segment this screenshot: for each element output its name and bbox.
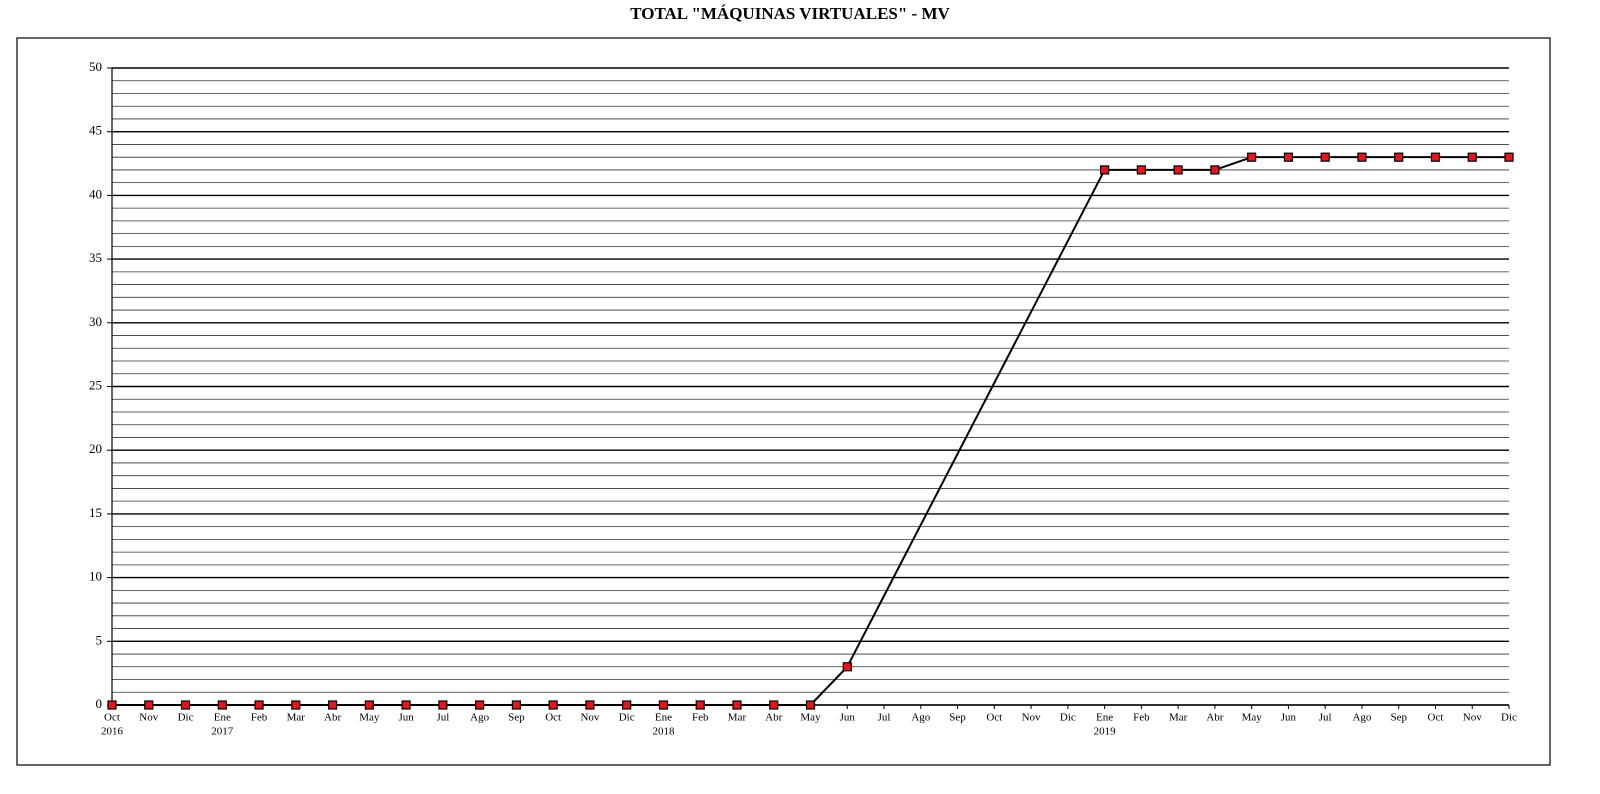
x-tick-label: Sep [949, 712, 966, 724]
x-tick-label: Jun [1281, 712, 1297, 724]
y-tick-label: 35 [89, 250, 102, 265]
x-tick-label: Abr [1206, 712, 1223, 724]
x-tick-label: Ago [470, 712, 489, 724]
y-tick-label: 30 [89, 314, 102, 329]
x-tick-label: Jun [840, 712, 856, 724]
x-tick-label: Jul [1319, 712, 1332, 724]
y-tick-label: 50 [89, 59, 102, 74]
x-tick-label: Dic [1501, 712, 1517, 724]
x-tick-label: Feb [1133, 712, 1150, 724]
x-tick-label: Ago [911, 712, 930, 724]
series-line [809, 666, 848, 706]
y-tick-label: 5 [96, 632, 103, 647]
y-tick-label: 20 [89, 441, 102, 456]
marker [364, 700, 374, 710]
marker [107, 700, 117, 710]
x-tick-label: Nov [139, 712, 158, 724]
marker [842, 662, 852, 672]
x-tick-label: May [1242, 712, 1263, 724]
series-line [846, 169, 1106, 668]
x-tick-label: May [800, 712, 821, 724]
marker [622, 700, 632, 710]
x-tick-label: Feb [251, 712, 268, 724]
marker [1504, 152, 1514, 162]
y-tick-label: 10 [89, 569, 102, 584]
x-tick-label: Jul [878, 712, 891, 724]
x-tick-label: Oct [545, 712, 561, 724]
marker [401, 700, 411, 710]
x-tick-label: Oct [1428, 712, 1444, 724]
chart-frame [16, 37, 1551, 766]
y-tick-label: 40 [89, 186, 102, 201]
x-tick-label: Dic [1060, 712, 1076, 724]
marker [1100, 165, 1110, 175]
marker [144, 700, 154, 710]
y-tick-label: 25 [89, 377, 102, 392]
marker [511, 700, 521, 710]
chart-title: TOTAL "MÁQUINAS VIRTUALES" - MV [630, 4, 950, 23]
marker [475, 700, 485, 710]
marker [585, 700, 595, 710]
x-tick-label: Jun [398, 712, 414, 724]
marker [548, 700, 558, 710]
x-tick-label: Mar [1169, 712, 1188, 724]
marker [1283, 152, 1294, 162]
marker [1430, 152, 1441, 162]
marker [1173, 165, 1183, 175]
y-tick-label: 0 [96, 696, 103, 711]
marker [1394, 152, 1404, 162]
x-tick-label: Nov [580, 712, 599, 724]
x-tick-label: Sep [1390, 712, 1407, 724]
x-tick-label: Ene [655, 712, 672, 724]
y-tick-label: 45 [89, 123, 102, 138]
marker [1136, 165, 1146, 175]
marker [1247, 152, 1257, 162]
x-tick-label: Oct [986, 712, 1002, 724]
x-tick-label: Abr [765, 712, 782, 724]
marker [217, 700, 227, 710]
x-tick-label: Feb [692, 712, 709, 724]
marker [180, 700, 191, 710]
marker [805, 700, 816, 710]
marker [438, 700, 448, 710]
x-year-label: 2019 [1094, 726, 1117, 738]
x-tick-label: Jul [436, 712, 449, 724]
marker [1357, 152, 1367, 162]
x-tick-label: Dic [619, 712, 635, 724]
marker [769, 700, 779, 710]
marker [327, 700, 338, 710]
x-tick-label: Ago [1352, 712, 1371, 724]
marker [254, 700, 264, 710]
x-tick-label: Mar [728, 712, 747, 724]
series-line [1214, 156, 1252, 171]
marker [732, 700, 742, 710]
x-year-label: 2018 [652, 726, 675, 738]
marker [1210, 165, 1220, 175]
marker [658, 700, 669, 710]
x-tick-label: Abr [324, 712, 341, 724]
x-tick-label: Ene [1096, 712, 1113, 724]
marker [1467, 152, 1477, 162]
x-tick-label: May [359, 712, 380, 724]
marker [695, 700, 705, 710]
x-tick-label: Nov [1463, 712, 1482, 724]
x-tick-label: Nov [1022, 712, 1041, 724]
x-tick-label: Ene [214, 712, 231, 724]
marker [291, 700, 301, 710]
x-year-label: 2017 [211, 726, 234, 738]
x-tick-label: Sep [508, 712, 525, 724]
marker [1320, 152, 1330, 162]
x-tick-label: Mar [287, 712, 306, 724]
x-tick-label: Oct [104, 712, 120, 724]
y-tick-label: 15 [89, 505, 102, 520]
x-tick-label: Dic [178, 712, 194, 724]
x-year-label: 2016 [101, 726, 124, 738]
